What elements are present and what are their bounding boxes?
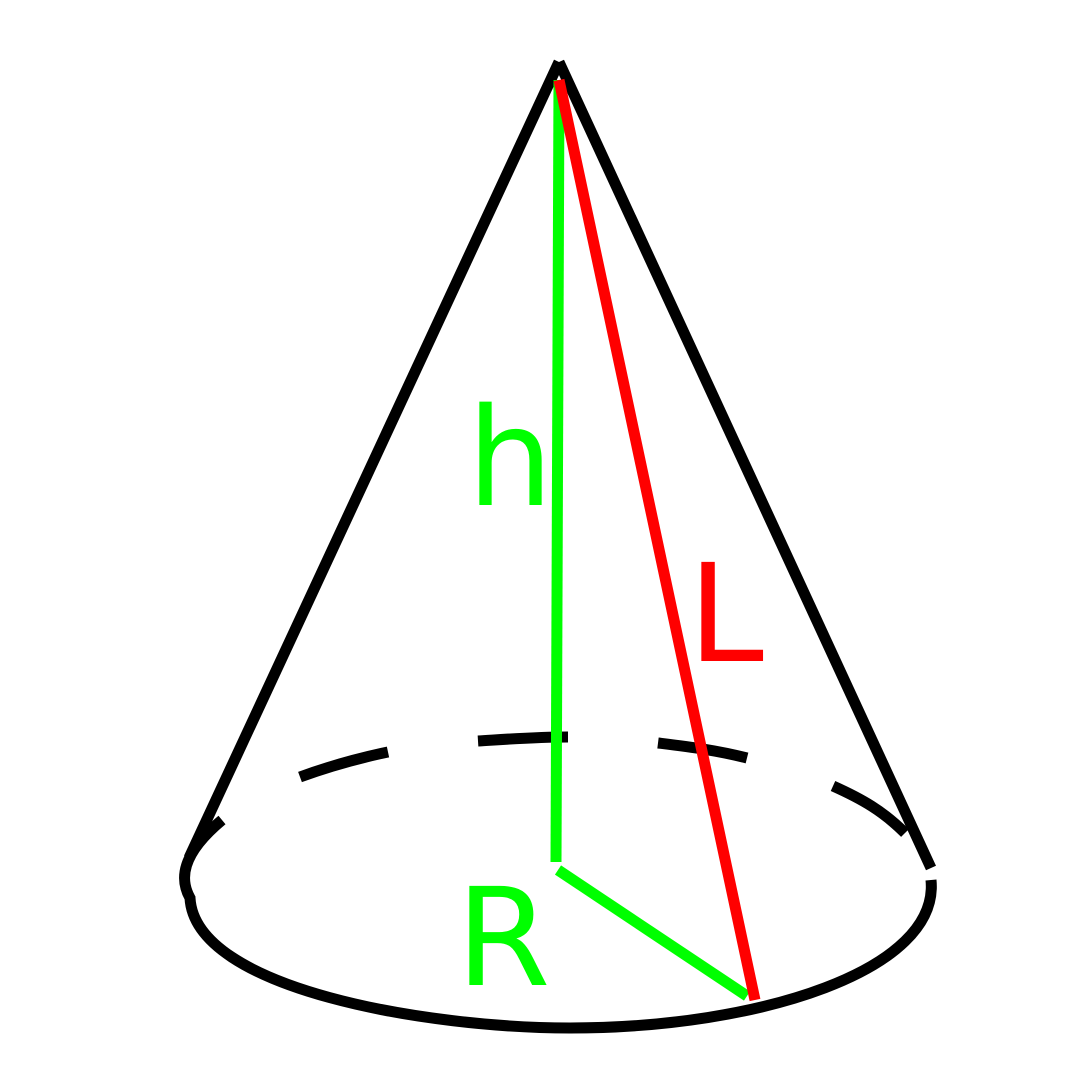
base-back-dash: [830, 780, 909, 837]
radius-label: R: [456, 860, 551, 1018]
base-back-dash: [298, 746, 390, 783]
height-label: h: [467, 380, 553, 538]
base-back-dashed-arc: [298, 731, 909, 837]
cone-outline: [184, 59, 936, 871]
height-line: [550, 79, 565, 863]
cone-left-side: [184, 59, 564, 861]
cone-right-side: [554, 59, 936, 871]
slant-height-line: [553, 78, 761, 1002]
base-front-arc: [179, 815, 937, 1034]
slant-height-label: L: [688, 536, 764, 694]
radius-line: [554, 865, 751, 1001]
